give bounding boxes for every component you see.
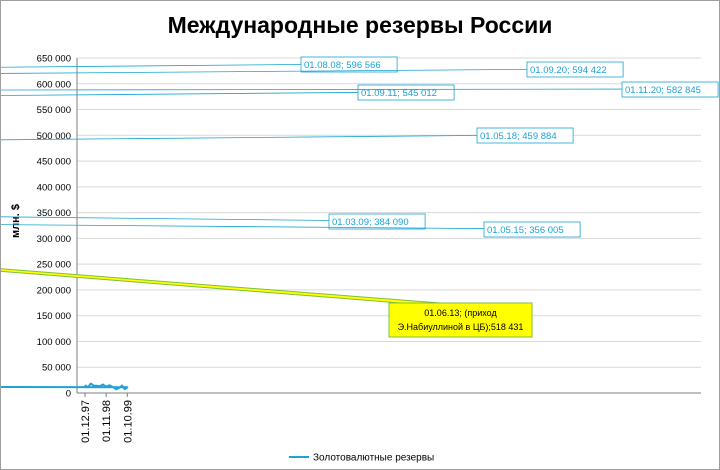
y-tick-label: 500 000 <box>37 131 71 142</box>
y-tick-label: 50 000 <box>42 363 71 374</box>
legend: Золотовалютные резервы <box>289 453 434 464</box>
y-tick-label: 550 000 <box>37 105 71 116</box>
y-tick-label: 250 000 <box>37 260 71 271</box>
y-axis-label: млн. $ <box>10 204 22 238</box>
y-tick-label: 450 000 <box>37 157 71 168</box>
data-point <box>126 386 128 388</box>
y-tick-label: 350 000 <box>37 208 71 219</box>
callout-leader <box>1 68 576 74</box>
y-axis: 0 50 000 100 000 150 000 200 000 250 000 300 0… <box>37 54 78 400</box>
y-tick-label: 0 <box>66 389 71 400</box>
data-point <box>119 386 121 389</box>
y-tick-label: 100 000 <box>37 337 71 348</box>
note-box <box>388 302 533 338</box>
y-tick-label: 300 000 <box>37 234 71 245</box>
callout-leader <box>1 88 671 91</box>
note-line-1: 01.06.13; (приход <box>424 308 497 318</box>
callout-box <box>621 81 719 98</box>
callout-label: 01.05.15; 356 005 <box>487 225 564 236</box>
callout-label: 01.03.09; 384 090 <box>332 217 409 228</box>
callout-label: 01.09.11; 545 012 <box>361 88 437 99</box>
x-tick-label: 01.12.97 <box>80 400 92 443</box>
callout-box <box>357 84 455 101</box>
data-point <box>95 385 98 387</box>
governor-note: 01.06.13; (приход Э.Набиуллиной в ЦБ);51… <box>1 268 533 338</box>
callout-leader <box>1 134 526 141</box>
chart-title: Международные резервы России <box>168 12 553 38</box>
callout-box <box>476 127 574 144</box>
y-tick-label: 200 000 <box>37 285 71 296</box>
x-axis: 01.12.9701.11.9801.10.9901.09.0001.08.01… <box>80 393 134 443</box>
callout-leader <box>1 224 533 230</box>
y-tick-label: 150 000 <box>37 311 71 322</box>
callout-label: 01.05.18; 459 884 <box>480 131 557 142</box>
callout-box <box>526 61 624 78</box>
x-tick-label: 01.11.98 <box>101 400 113 442</box>
callout-label: 01.11.20; 582 845 <box>625 85 701 96</box>
note-line-2: Э.Набиуллиной в ЦБ);518 431 <box>398 322 524 332</box>
callouts: 01.08.08; 596 566 01.03.09; 384 090 01.09.… <box>1 56 719 238</box>
data-point <box>105 386 107 388</box>
callout-leader <box>1 91 407 96</box>
callout-label: 01.09.20; 594 422 <box>530 65 607 76</box>
y-tick-label: 600 000 <box>37 79 71 90</box>
x-tick-label: 01.10.99 <box>122 400 134 443</box>
y-tick-label: 650 000 <box>37 54 71 65</box>
y-tick-label: 400 000 <box>37 182 71 193</box>
data-point <box>84 384 86 386</box>
callout-label: 01.08.08; 596 566 <box>304 60 381 71</box>
callout-box <box>328 213 426 230</box>
callout-box <box>483 221 581 238</box>
series-group <box>1 382 129 391</box>
callout-box <box>300 56 398 73</box>
legend-label: Золотовалютные резервы <box>313 453 434 464</box>
